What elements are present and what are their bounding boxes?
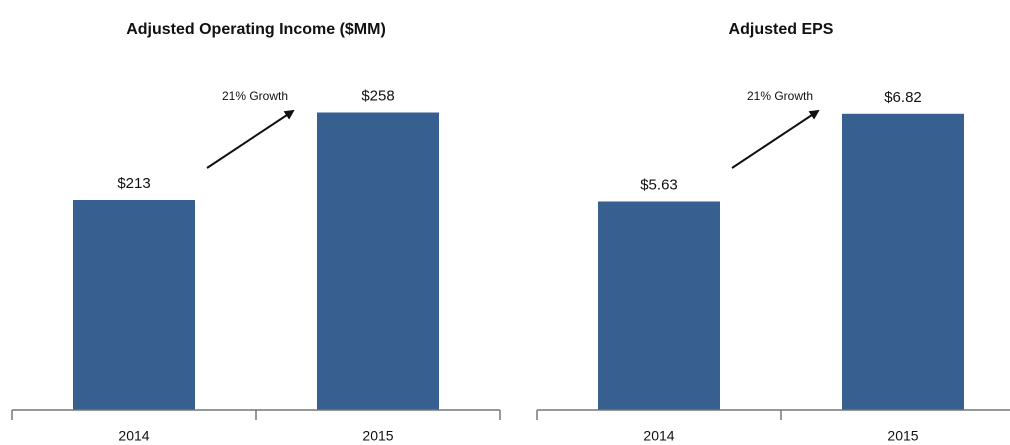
value-label: $258 — [361, 87, 394, 104]
bar — [317, 112, 439, 410]
annotation: 21% Growth — [222, 89, 288, 103]
chart: Adjusted Operating Income ($MM) $213 2014 $… — [11, 21, 501, 444]
x-tick-label: 2015 — [362, 428, 393, 444]
chart-title: Adjusted Operating Income ($MM) — [126, 21, 386, 38]
bar — [73, 200, 195, 410]
chart-title: Adjusted EPS — [729, 21, 834, 38]
x-tick-label: 2014 — [118, 428, 149, 444]
x-tick-label: 2014 — [643, 428, 674, 444]
annotation: 21% Growth — [747, 89, 813, 103]
value-label: $213 — [117, 175, 150, 192]
bar — [598, 201, 720, 410]
bar — [842, 113, 964, 410]
growth-arrow — [206, 109, 295, 169]
chart: Adjusted EPS $5.63 2014 $6.82 2015 21% Growth — [536, 21, 1010, 444]
x-tick-label: 2015 — [887, 428, 918, 444]
growth-arrow — [731, 109, 820, 169]
value-label: $6.82 — [884, 89, 922, 106]
value-label: $5.63 — [640, 176, 678, 193]
